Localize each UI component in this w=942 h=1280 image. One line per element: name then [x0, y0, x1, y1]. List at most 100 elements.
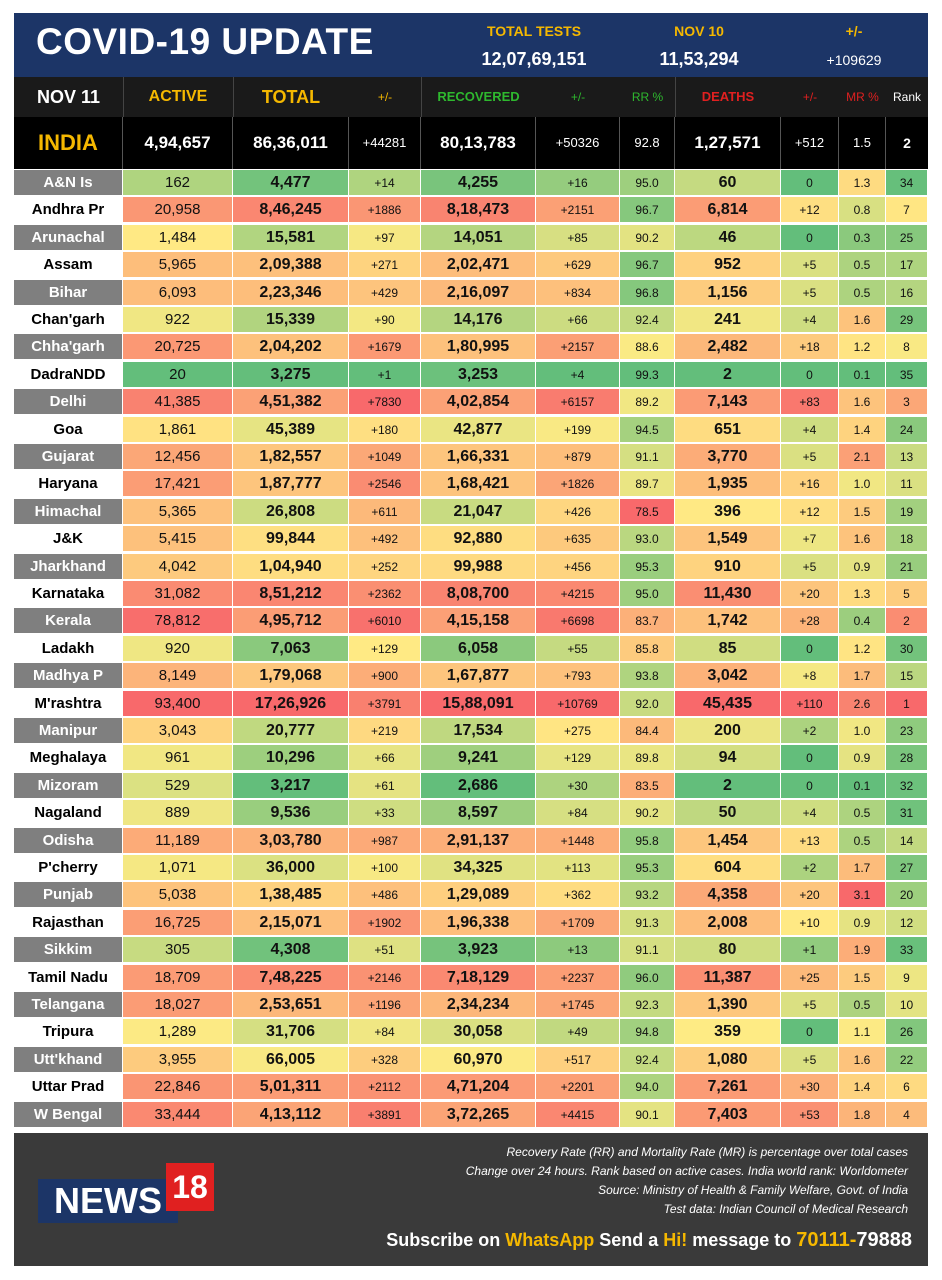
rank-cell: 23 — [886, 718, 928, 744]
table-row: M'rashtra 93,400 17,26,926 +3791 15,88,091 +1… — [14, 690, 928, 717]
recovered-cell: 1,66,331 — [421, 444, 536, 470]
recovered-change-cell: +1745 — [536, 992, 620, 1018]
mr-cell: 1.9 — [839, 937, 886, 964]
active-cell: 31,082 — [123, 581, 233, 607]
table-row: Goa 1,861 45,389 +180 42,877 +199 94.5 651 +4 1.4… — [14, 416, 928, 443]
mr-cell: 1.7 — [839, 663, 886, 690]
mr-cell: 1.6 — [839, 1046, 886, 1073]
state-name-cell: Haryana — [14, 471, 123, 498]
recovered-cell: 4,15,158 — [421, 608, 536, 635]
recovered-cell: 8,597 — [421, 800, 536, 827]
deaths-change-cell: +5 — [781, 553, 839, 580]
deaths-change-cell: 0 — [781, 361, 839, 388]
table-row: Rajasthan 16,725 2,15,071 +1902 1,96,338 +170… — [14, 909, 928, 936]
total-change-cell: +84 — [349, 1019, 421, 1046]
total-cell: 1,87,777 — [233, 471, 349, 498]
total-change-cell: +100 — [349, 855, 421, 881]
deaths-cell: 7,403 — [675, 1101, 781, 1128]
state-name-cell: Gujarat — [14, 444, 123, 470]
recovered-cell: 2,686 — [421, 772, 536, 799]
total-change-cell: +61 — [349, 772, 421, 799]
rr-cell: 78.5 — [620, 498, 675, 525]
deaths-change-cell: +25 — [781, 964, 839, 991]
active-cell: 3,955 — [123, 1046, 233, 1073]
active-cell: 5,415 — [123, 526, 233, 553]
deaths-cell: 359 — [675, 1019, 781, 1046]
recovered-change-cell: +362 — [536, 882, 620, 909]
total-header: TOTAL — [261, 87, 321, 107]
active-cell: 22,846 — [123, 1074, 233, 1101]
recovered-change-cell: +834 — [536, 279, 620, 306]
table-row: Madhya P 8,149 1,79,068 +900 1,67,877 +793 93.… — [14, 663, 928, 690]
state-name-cell: P'cherry — [14, 855, 123, 881]
deaths-cell: 1,935 — [675, 471, 781, 498]
recovered-cell: 42,877 — [421, 416, 536, 443]
deaths-change-cell: +5 — [781, 992, 839, 1018]
total-cell: 15,339 — [233, 307, 349, 333]
table-row: Delhi 41,385 4,51,382 +7830 4,02,854 +6157 89.… — [14, 389, 928, 416]
change-label: +/- — [845, 23, 863, 39]
recovered-change-cell: +2237 — [536, 964, 620, 991]
active-cell: 8,149 — [123, 663, 233, 690]
rank-cell: 27 — [886, 855, 928, 881]
total-cell: 4,95,712 — [233, 608, 349, 635]
total-cell: 1,79,068 — [233, 663, 349, 690]
table-row: Andhra Pr 20,958 8,46,245 +1886 8,18,473 +215… — [14, 197, 928, 224]
state-name-cell: Chha'garh — [14, 334, 123, 361]
india-rank: 2 — [903, 135, 911, 151]
deaths-cell: 80 — [675, 937, 781, 964]
table-row: Jharkhand 4,042 1,04,940 +252 99,988 +456 95.3… — [14, 553, 928, 580]
total-cell: 31,706 — [233, 1019, 349, 1046]
state-name-cell: Manipur — [14, 718, 123, 744]
deaths-cell: 1,080 — [675, 1046, 781, 1073]
deaths-change-cell: 0 — [781, 170, 839, 196]
table-row: A&N Is 162 4,477 +14 4,255 +16 95.0 60 0 1.3 34 — [14, 170, 928, 196]
rr-cell: 92.3 — [620, 992, 675, 1018]
mr-cell: 1.2 — [839, 334, 886, 361]
deaths-cell: 1,549 — [675, 526, 781, 553]
deaths-change-cell: +53 — [781, 1101, 839, 1128]
total-cell: 5,01,311 — [233, 1074, 349, 1101]
recovered-cell: 92,880 — [421, 526, 536, 553]
mr-header: MR % — [846, 90, 879, 104]
deaths-change-cell: +10 — [781, 909, 839, 936]
active-cell: 78,812 — [123, 608, 233, 635]
mr-cell: 0.5 — [839, 800, 886, 827]
recovered-change-cell: +275 — [536, 718, 620, 744]
india-total: 86,36,011 — [233, 117, 349, 169]
deaths-change-cell: +4 — [781, 307, 839, 333]
state-name-cell: Arunachal — [14, 224, 123, 251]
total-change-cell: +14 — [349, 170, 421, 196]
recovered-change-cell: +6698 — [536, 608, 620, 635]
rank-cell: 15 — [886, 663, 928, 690]
rr-cell: 90.1 — [620, 1101, 675, 1128]
india-label: INDIA — [14, 117, 123, 169]
recovered-cell: 34,325 — [421, 855, 536, 881]
deaths-change-cell: +5 — [781, 444, 839, 470]
mr-cell: 1.3 — [839, 581, 886, 607]
deaths-change-cell: +4 — [781, 800, 839, 827]
rank-cell: 8 — [886, 334, 928, 361]
state-name-cell: Odisha — [14, 827, 123, 854]
deaths-change-cell: +8 — [781, 663, 839, 690]
rank-cell: 30 — [886, 635, 928, 662]
total-cell: 2,23,346 — [233, 279, 349, 306]
deaths-change-cell: +110 — [781, 690, 839, 717]
total-change-cell: +90 — [349, 307, 421, 333]
table-row: Sikkim 305 4,308 +51 3,923 +13 91.1 80 +1 1.9 33 — [14, 937, 928, 964]
deaths-change-cell: +83 — [781, 389, 839, 416]
deaths-cell: 1,390 — [675, 992, 781, 1018]
footnote-test-data: Test data: Indian Council of Medical Res… — [663, 1202, 908, 1216]
rr-cell: 91.1 — [620, 444, 675, 470]
rank-cell: 6 — [886, 1074, 928, 1101]
deaths-cell: 1,454 — [675, 827, 781, 854]
total-cell: 7,48,225 — [233, 964, 349, 991]
active-cell: 6,093 — [123, 279, 233, 306]
table-row: Bihar 6,093 2,23,346 +429 2,16,097 +834 96.8 1,… — [14, 279, 928, 306]
rr-cell: 94.5 — [620, 416, 675, 443]
rank-cell: 13 — [886, 444, 928, 470]
date-header: NOV 11 — [14, 77, 124, 117]
rank-header: Rank — [892, 90, 921, 104]
recovered-change-cell: +1826 — [536, 471, 620, 498]
total-cell: 26,808 — [233, 498, 349, 525]
